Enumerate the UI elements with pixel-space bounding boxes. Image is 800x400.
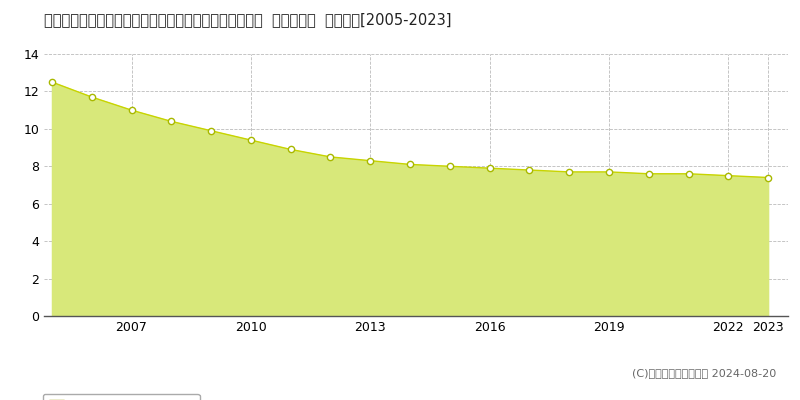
Legend: 基準地価格  平均坪単価(万円/坪): 基準地価格 平均坪単価(万円/坪) [43, 394, 200, 400]
Text: 茨城県結城郡八千代町大字菅谷字西根曽１１８２番５外  基準地価格  地価推移[2005-2023]: 茨城県結城郡八千代町大字菅谷字西根曽１１８２番５外 基準地価格 地価推移[200… [44, 12, 451, 27]
Text: (C)土地価格ドットコム 2024-08-20: (C)土地価格ドットコム 2024-08-20 [632, 368, 776, 378]
